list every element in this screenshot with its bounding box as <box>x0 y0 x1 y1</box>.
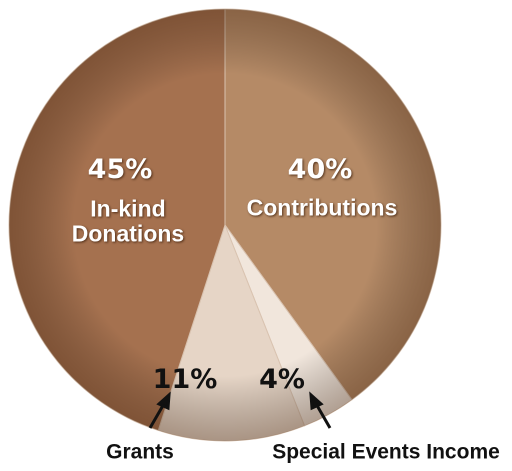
category-label: In-kind Donations <box>63 197 193 248</box>
category-label: Special Events Income <box>272 440 500 463</box>
value-label: 40% <box>288 155 353 185</box>
category-label: Grants <box>106 440 174 463</box>
value-label: 4% <box>259 365 305 395</box>
value-label: 45% <box>88 155 153 185</box>
chart: 40% Contributions 4% Special Events Income 1… <box>0 0 512 466</box>
value-label: 11% <box>153 365 218 395</box>
category-label: Contributions <box>247 195 398 220</box>
